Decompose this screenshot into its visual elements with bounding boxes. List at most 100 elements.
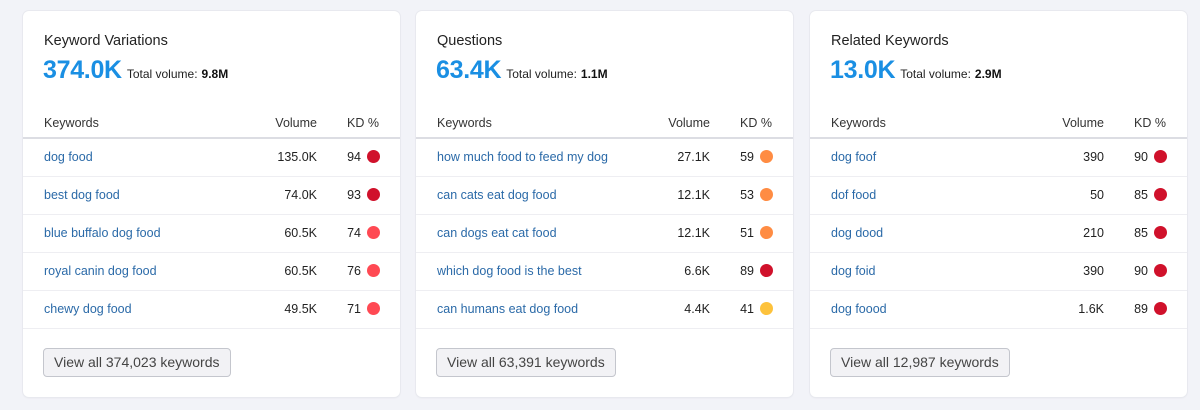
table-row: blue buffalo dog food 60.5K 74	[23, 215, 400, 253]
volume-value: 60.5K	[284, 264, 317, 278]
kd-difficulty-dot-icon	[1154, 150, 1167, 163]
table-header: Keywords Volume KD %	[416, 111, 793, 139]
keyword-link[interactable]: chewy dog food	[44, 302, 132, 316]
kd-difficulty-dot-icon	[1154, 226, 1167, 239]
kd-difficulty-dot-icon	[1154, 188, 1167, 201]
volume-value: 27.1K	[677, 150, 710, 164]
kd-value: 59	[740, 150, 754, 164]
keyword-link[interactable]: how much food to feed my dog	[437, 150, 608, 164]
table-row: dog foood 1.6K 89	[810, 291, 1187, 329]
kd-difficulty-dot-icon	[367, 302, 380, 315]
kd-value: 53	[740, 188, 754, 202]
card-summary: 374.0K Total volume: 9.8M	[43, 56, 228, 85]
table-row: can cats eat dog food 12.1K 53	[416, 177, 793, 215]
card-title: Keyword Variations	[44, 33, 168, 49]
volume-value: 6.6K	[684, 264, 710, 278]
table-row: best dog food 74.0K 93	[23, 177, 400, 215]
volume-value: 74.0K	[284, 188, 317, 202]
keyword-count: 374.0K	[43, 56, 122, 84]
total-volume-label: Total volume:	[506, 67, 577, 81]
keyword-link[interactable]: dog foood	[831, 302, 887, 316]
kd-value: 85	[1134, 188, 1148, 202]
kd-value: 41	[740, 302, 754, 316]
table-row: royal canin dog food 60.5K 76	[23, 253, 400, 291]
table-header: Keywords Volume KD %	[23, 111, 400, 139]
kd-difficulty-dot-icon	[367, 150, 380, 163]
total-volume-value: 2.9M	[974, 67, 1002, 81]
card-title: Questions	[437, 33, 503, 49]
card-summary: 63.4K Total volume: 1.1M	[436, 56, 608, 85]
kd-difficulty-dot-icon	[367, 188, 380, 201]
column-header-keywords: Keywords	[44, 116, 99, 130]
kd-difficulty-dot-icon	[760, 226, 773, 239]
table-row: dog dood 210 85	[810, 215, 1187, 253]
column-header-kd: KD %	[1134, 116, 1166, 130]
volume-value: 12.1K	[677, 226, 710, 240]
keyword-link[interactable]: dog dood	[831, 226, 884, 240]
keyword-link[interactable]: dog foid	[831, 264, 876, 278]
column-header-volume: Volume	[668, 116, 710, 130]
kd-value: 89	[740, 264, 754, 278]
kd-value: 90	[1134, 264, 1148, 278]
column-header-keywords: Keywords	[437, 116, 492, 130]
view-all-keywords-button[interactable]: View all 12,987 keywords	[830, 348, 1010, 377]
volume-value: 60.5K	[284, 226, 317, 240]
volume-value: 49.5K	[284, 302, 317, 316]
kd-value: 94	[347, 150, 361, 164]
total-volume-label: Total volume:	[900, 67, 971, 81]
keyword-link[interactable]: which dog food is the best	[437, 264, 582, 278]
column-header-kd: KD %	[740, 116, 772, 130]
keyword-card: Questions 63.4K Total volume: 1.1M Keywo…	[416, 11, 793, 397]
kd-value: 93	[347, 188, 361, 202]
volume-value: 50	[1090, 188, 1104, 202]
volume-value: 390	[1083, 264, 1104, 278]
keyword-link[interactable]: blue buffalo dog food	[44, 226, 161, 240]
keyword-table-body: how much food to feed my dog 27.1K 59 ca…	[416, 139, 793, 329]
kd-value: 89	[1134, 302, 1148, 316]
table-row: chewy dog food 49.5K 71	[23, 291, 400, 329]
total-volume-value: 9.8M	[201, 67, 229, 81]
kd-difficulty-dot-icon	[760, 302, 773, 315]
volume-value: 1.6K	[1078, 302, 1104, 316]
kd-value: 76	[347, 264, 361, 278]
keyword-card: Related Keywords 13.0K Total volume: 2.9…	[810, 11, 1187, 397]
keyword-count: 63.4K	[436, 56, 502, 84]
table-row: dog foof 390 90	[810, 139, 1187, 177]
kd-value: 71	[347, 302, 361, 316]
kd-difficulty-dot-icon	[367, 264, 380, 277]
column-header-volume: Volume	[1062, 116, 1104, 130]
column-header-keywords: Keywords	[831, 116, 886, 130]
kd-difficulty-dot-icon	[367, 226, 380, 239]
card-summary: 13.0K Total volume: 2.9M	[830, 56, 1002, 85]
keyword-link[interactable]: royal canin dog food	[44, 264, 157, 278]
column-header-kd: KD %	[347, 116, 379, 130]
keyword-link[interactable]: can humans eat dog food	[437, 302, 579, 316]
total-volume-label: Total volume:	[126, 67, 198, 81]
table-row: which dog food is the best 6.6K 89	[416, 253, 793, 291]
table-row: can dogs eat cat food 12.1K 51	[416, 215, 793, 253]
volume-value: 4.4K	[684, 302, 710, 316]
kd-value: 85	[1134, 226, 1148, 240]
keyword-count: 13.0K	[830, 56, 896, 84]
table-row: dog foid 390 90	[810, 253, 1187, 291]
volume-value: 390	[1083, 150, 1104, 164]
keyword-link[interactable]: can cats eat dog food	[437, 188, 557, 202]
kd-value: 90	[1134, 150, 1148, 164]
total-volume-value: 1.1M	[580, 67, 608, 81]
keyword-link[interactable]: dog foof	[831, 150, 877, 164]
kd-difficulty-dot-icon	[760, 150, 773, 163]
table-row: dog food 135.0K 94	[23, 139, 400, 177]
table-row: dof food 50 85	[810, 177, 1187, 215]
keyword-link[interactable]: best dog food	[44, 188, 120, 202]
kd-difficulty-dot-icon	[1154, 264, 1167, 277]
keyword-link[interactable]: dog food	[44, 150, 93, 164]
volume-value: 12.1K	[677, 188, 710, 202]
keyword-table-body: dog food 135.0K 94 best dog food 74.0K 9…	[23, 139, 400, 329]
kd-difficulty-dot-icon	[760, 264, 773, 277]
view-all-keywords-button[interactable]: View all 374,023 keywords	[43, 348, 231, 377]
kd-difficulty-dot-icon	[760, 188, 773, 201]
view-all-keywords-button[interactable]: View all 63,391 keywords	[436, 348, 616, 377]
keyword-table-body: dog foof 390 90 dof food 50 85 dog dood …	[810, 139, 1187, 329]
keyword-link[interactable]: can dogs eat cat food	[437, 226, 557, 240]
keyword-link[interactable]: dof food	[831, 188, 877, 202]
